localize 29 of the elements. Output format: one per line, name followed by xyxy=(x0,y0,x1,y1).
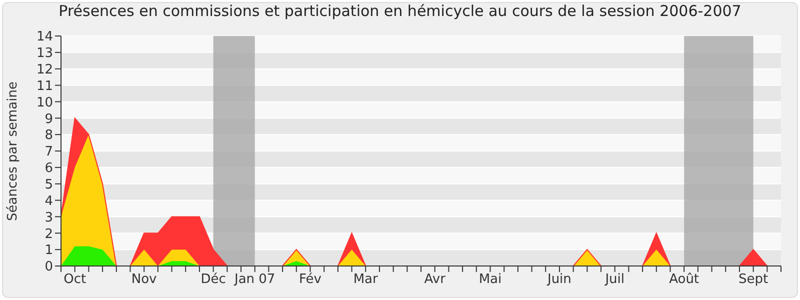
y-tick-label: 0 xyxy=(44,260,53,275)
y-tick-label: 13 xyxy=(36,46,53,62)
y-tick-label: 4 xyxy=(44,194,53,209)
x-tick-label: Août xyxy=(669,272,700,288)
y-tick-label: 8 xyxy=(44,128,53,144)
y-tick-label: 6 xyxy=(44,161,53,176)
y-tick-label: 14 xyxy=(36,30,53,45)
y-tick-label: 10 xyxy=(36,95,53,110)
y-tick-label: 11 xyxy=(36,78,53,94)
y-tick-label: 9 xyxy=(44,112,53,127)
x-tick-label: Nov xyxy=(131,272,158,288)
x-tick-label: Avr xyxy=(424,272,446,288)
x-tick-label: Fév xyxy=(298,272,322,288)
chart-title: Présences en commissions et participation en hémicycle au cours de la session 2006-2007 xyxy=(58,2,742,20)
y-axis-title: Séances par semaine xyxy=(6,82,21,221)
y-tick-label: 2 xyxy=(44,226,53,242)
x-tick-label: Oct xyxy=(64,272,86,288)
x-tick-label: Juin xyxy=(546,272,572,288)
x-tick-label: Sept xyxy=(738,272,768,288)
x-tick-label: Mai xyxy=(478,272,502,288)
y-tick-label: 1 xyxy=(44,243,53,258)
x-tick-label: Juil xyxy=(604,272,624,288)
x-tick-label: Mar xyxy=(353,272,379,288)
y-tick-label: 3 xyxy=(44,210,53,226)
y-tick-label: 5 xyxy=(44,177,53,192)
y-tick-label: 12 xyxy=(36,62,53,78)
x-tick-label: Jan 07 xyxy=(233,272,276,288)
y-tick-label: 7 xyxy=(44,144,53,160)
x-tick-label: Déc xyxy=(200,272,226,288)
